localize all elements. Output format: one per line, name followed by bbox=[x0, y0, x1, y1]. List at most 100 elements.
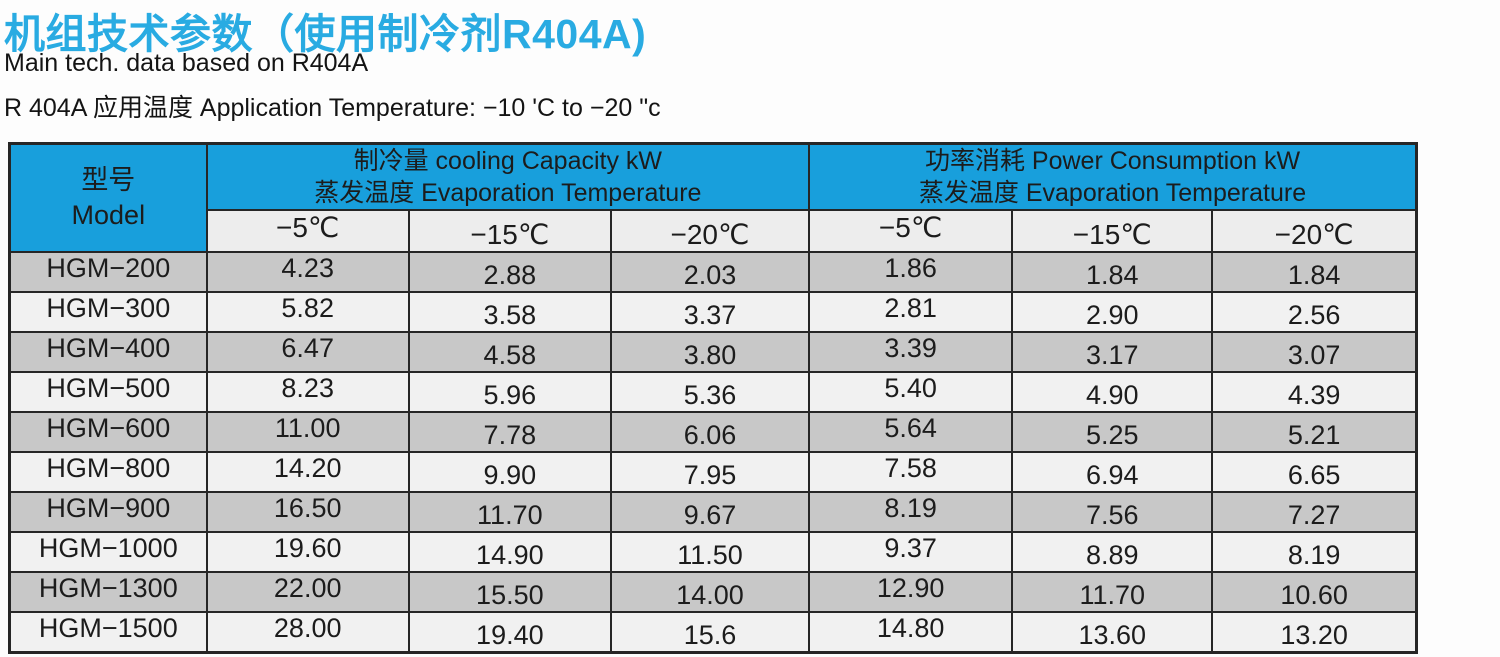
cooling-value-cell: 5.36 bbox=[609, 371, 811, 413]
power-value-cell: 1.86 bbox=[808, 251, 1014, 293]
power-value-cell: 5.64 bbox=[808, 411, 1014, 453]
power-value-cell: 9.37 bbox=[808, 531, 1014, 573]
cooling-value-cell: 14.20 bbox=[205, 451, 410, 493]
power-value-cell: 5.21 bbox=[1211, 411, 1418, 453]
power-value-cell: 7.56 bbox=[1011, 491, 1214, 533]
cooling-value-cell: 22.00 bbox=[205, 571, 410, 613]
power-value-cell: 12.90 bbox=[808, 571, 1014, 613]
model-cell: HGM−1300 bbox=[8, 571, 208, 613]
power-consumption-subtitle: 蒸发温度 Evaporation Temperature bbox=[918, 179, 1307, 207]
model-cell: HGM−400 bbox=[8, 331, 208, 373]
power-value-cell: 2.81 bbox=[808, 291, 1014, 333]
cooling-temp-col-minus15: −15℃ bbox=[407, 209, 612, 253]
power-value-cell: 4.90 bbox=[1011, 371, 1214, 413]
power-value-cell: 11.70 bbox=[1011, 571, 1214, 613]
group-header-row: 型号 Model 制冷量 cooling Capacity kW 蒸发温度 Ev… bbox=[8, 142, 1418, 253]
cooling-value-cell: 11.00 bbox=[205, 411, 410, 453]
power-value-cell: 8.89 bbox=[1011, 531, 1214, 573]
power-value-cell: 3.07 bbox=[1211, 331, 1418, 373]
table-row: HGM−500 8.23 5.96 5.36 5.40 4.90 4.39 bbox=[8, 371, 1418, 413]
page-subtitle: Main tech. data based on R404A bbox=[4, 49, 369, 77]
model-cell: HGM−200 bbox=[8, 251, 208, 293]
model-cell: HGM−1000 bbox=[8, 531, 208, 573]
table-row: HGM−900 16.50 11.70 9.67 8.19 7.56 7.27 bbox=[8, 491, 1418, 533]
cooling-capacity-group-header: 制冷量 cooling Capacity kW 蒸发温度 Evaporation… bbox=[205, 142, 811, 211]
table-row: HGM−300 5.82 3.58 3.37 2.81 2.90 2.56 bbox=[8, 291, 1418, 333]
power-value-cell: 5.40 bbox=[808, 371, 1014, 413]
power-value-cell: 14.80 bbox=[808, 611, 1014, 654]
power-value-cell: 7.27 bbox=[1211, 491, 1418, 533]
model-cell: HGM−800 bbox=[8, 451, 208, 493]
power-value-cell: 13.20 bbox=[1211, 611, 1418, 654]
cooling-value-cell: 15.50 bbox=[407, 571, 612, 613]
cooling-value-cell: 19.40 bbox=[407, 611, 612, 654]
power-value-cell: 8.19 bbox=[1211, 531, 1418, 573]
table-row: HGM−1500 28.00 19.40 15.6 14.80 13.60 13.20 bbox=[8, 611, 1418, 654]
model-header-zh: 型号 bbox=[81, 164, 136, 195]
table-row: HGM−400 6.47 4.58 3.80 3.39 3.17 3.07 bbox=[8, 331, 1418, 373]
power-value-cell: 3.17 bbox=[1011, 331, 1214, 373]
cooling-capacity-title: 制冷量 cooling Capacity kW bbox=[353, 147, 663, 175]
cooling-value-cell: 3.37 bbox=[609, 291, 811, 333]
model-header-en: Model bbox=[71, 200, 146, 230]
cooling-value-cell: 2.03 bbox=[609, 251, 811, 293]
power-value-cell: 1.84 bbox=[1011, 251, 1214, 293]
model-column-header: 型号 Model bbox=[8, 142, 208, 253]
application-temperature-line: R 404A 应用温度 Application Temperature: −10… bbox=[4, 94, 661, 122]
power-value-cell: 6.94 bbox=[1011, 451, 1214, 493]
temperature-subheader-row: −5℃ −15℃ −20℃ −5℃ −15℃ −20℃ bbox=[10, 209, 1418, 253]
model-cell: HGM−300 bbox=[8, 291, 208, 333]
cooling-value-cell: 3.58 bbox=[407, 291, 612, 333]
cooling-value-cell: 5.96 bbox=[407, 371, 612, 413]
cooling-value-cell: 11.50 bbox=[609, 531, 811, 573]
cooling-temp-col-minus20: −20℃ bbox=[609, 209, 811, 253]
tech-data-table: 型号 Model 制冷量 cooling Capacity kW 蒸发温度 Ev… bbox=[8, 142, 1418, 654]
cooling-value-cell: 6.47 bbox=[205, 331, 410, 373]
power-value-cell: 6.65 bbox=[1211, 451, 1418, 493]
cooling-value-cell: 15.6 bbox=[609, 611, 811, 654]
power-temp-col-minus15: −15℃ bbox=[1011, 209, 1214, 253]
table-row: HGM−200 4.23 2.88 2.03 1.86 1.84 1.84 bbox=[8, 251, 1418, 293]
cooling-value-cell: 5.82 bbox=[205, 291, 410, 333]
power-consumption-group-header: 功率消耗 Power Consumption kW 蒸发温度 Evaporati… bbox=[808, 142, 1418, 211]
power-value-cell: 4.39 bbox=[1211, 371, 1418, 413]
cooling-value-cell: 19.60 bbox=[205, 531, 410, 573]
cooling-value-cell: 9.67 bbox=[609, 491, 811, 533]
table-row: HGM−600 11.00 7.78 6.06 5.64 5.25 5.21 bbox=[8, 411, 1418, 453]
model-cell: HGM−900 bbox=[8, 491, 208, 533]
cooling-value-cell: 7.78 bbox=[407, 411, 612, 453]
power-value-cell: 7.58 bbox=[808, 451, 1014, 493]
table-row: HGM−800 14.20 9.90 7.95 7.58 6.94 6.65 bbox=[8, 451, 1418, 493]
cooling-value-cell: 9.90 bbox=[407, 451, 612, 493]
power-temp-col-minus20: −20℃ bbox=[1211, 209, 1418, 253]
cooling-value-cell: 11.70 bbox=[407, 491, 612, 533]
power-value-cell: 2.90 bbox=[1011, 291, 1214, 333]
cooling-value-cell: 14.90 bbox=[407, 531, 612, 573]
page-title: 机组技术参数（使用制冷剂R404A) bbox=[4, 11, 647, 57]
cooling-value-cell: 7.95 bbox=[609, 451, 811, 493]
power-value-cell: 5.25 bbox=[1011, 411, 1214, 453]
cooling-value-cell: 3.80 bbox=[609, 331, 811, 373]
cooling-capacity-subtitle: 蒸发温度 Evaporation Temperature bbox=[314, 179, 702, 207]
power-temp-col-minus5: −5℃ bbox=[808, 209, 1014, 253]
cooling-value-cell: 4.58 bbox=[407, 331, 612, 373]
power-value-cell: 3.39 bbox=[808, 331, 1014, 373]
cooling-value-cell: 14.00 bbox=[609, 571, 811, 613]
power-value-cell: 10.60 bbox=[1211, 571, 1418, 613]
cooling-value-cell: 6.06 bbox=[609, 411, 811, 453]
power-value-cell: 1.84 bbox=[1211, 251, 1418, 293]
model-cell: HGM−600 bbox=[8, 411, 208, 453]
cooling-value-cell: 2.88 bbox=[407, 251, 612, 293]
cooling-value-cell: 16.50 bbox=[205, 491, 410, 533]
cooling-value-cell: 8.23 bbox=[205, 371, 410, 413]
cooling-temp-col-minus5: −5℃ bbox=[205, 209, 410, 253]
model-cell: HGM−500 bbox=[8, 371, 208, 413]
cooling-value-cell: 4.23 bbox=[205, 251, 410, 293]
model-cell: HGM−1500 bbox=[8, 611, 208, 654]
power-value-cell: 13.60 bbox=[1011, 611, 1214, 654]
power-value-cell: 2.56 bbox=[1211, 291, 1418, 333]
table-row: HGM−1000 19.60 14.90 11.50 9.37 8.89 8.19 bbox=[8, 531, 1418, 573]
power-value-cell: 8.19 bbox=[808, 491, 1014, 533]
power-consumption-title: 功率消耗 Power Consumption kW bbox=[924, 147, 1301, 175]
